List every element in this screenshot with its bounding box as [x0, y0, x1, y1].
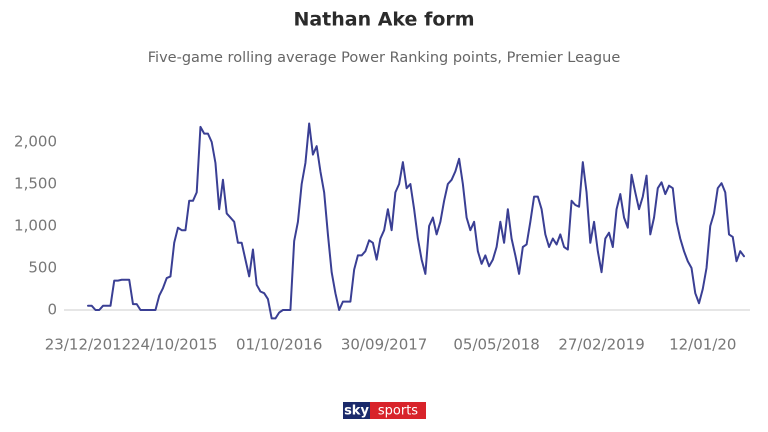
logo: sky sports	[343, 402, 426, 419]
logo-sky: sky	[344, 404, 369, 419]
x-tick-label: 24/10/2015	[131, 336, 217, 354]
chart-title: Nathan Ake form	[293, 9, 474, 31]
logo-sky-box	[343, 402, 370, 419]
y-tick-label: 500	[28, 259, 57, 277]
logo-sports-box	[370, 402, 426, 419]
data-line	[87, 122, 745, 320]
x-tick-label: 27/02/2019	[558, 336, 644, 354]
x-tick-label: 30/09/2017	[341, 336, 427, 354]
logo-sports: sports	[378, 404, 418, 419]
y-tick-label: 1,000	[14, 217, 57, 235]
x-tick-label: 12/01/20	[669, 336, 736, 354]
y-tick-label: 2,000	[14, 133, 57, 151]
x-tick-label: 05/05/2018	[453, 336, 539, 354]
y-tick-label: 1,500	[14, 175, 57, 193]
x-tick-label: 01/10/2016	[236, 336, 322, 354]
y-tick-label: 0	[47, 301, 57, 319]
x-tick-label: 23/12/2012	[45, 336, 131, 354]
chart-subtitle: Five-game rolling average Power Ranking …	[148, 50, 621, 66]
